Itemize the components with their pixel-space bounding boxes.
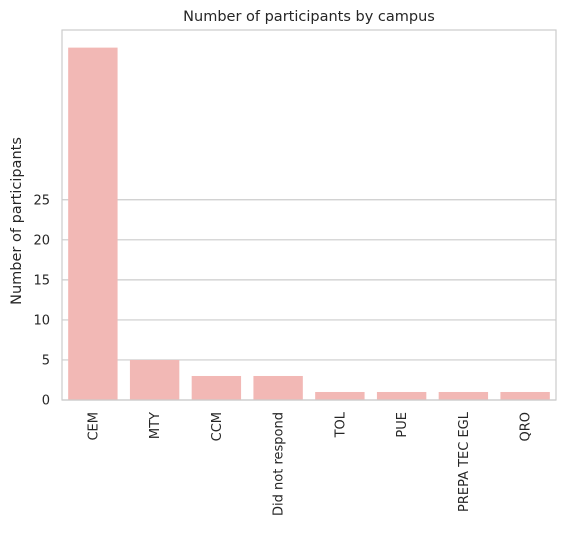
x-tick-labels: CEM MTY CCM Did not respond TOL PUE PREPA TEC … [86, 411, 533, 516]
x-tick-label: PREPA TEC EGL [457, 411, 472, 512]
bar [253, 375, 303, 400]
bar [129, 359, 180, 400]
y-tick-label: 0 [42, 394, 50, 409]
y-tick-label: 10 [33, 313, 50, 328]
y-tick-labels: 0 5 10 15 20 25 [33, 193, 50, 408]
x-tick-label: PUE [395, 412, 410, 438]
bar [68, 47, 118, 400]
bar [376, 391, 427, 400]
bar [191, 375, 242, 400]
x-tick-label: MTY [148, 412, 163, 439]
bar [438, 391, 489, 400]
bar [500, 391, 550, 400]
y-axis-label: Number of participants [9, 137, 25, 305]
plot-frame [61, 29, 557, 401]
x-tick-label: QRO [519, 412, 534, 442]
y-tick-label: 20 [33, 233, 50, 248]
chart-title: Number of participants by campus [183, 9, 435, 25]
bar [315, 391, 365, 400]
x-tick-label: CCM [210, 412, 225, 441]
x-tick-label: CEM [86, 412, 101, 441]
bars [68, 47, 550, 400]
y-tick-label: 5 [42, 353, 50, 368]
y-tick-label: 15 [33, 273, 50, 288]
y-tick-label: 25 [33, 193, 50, 208]
x-tick-label: Did not respond [272, 412, 287, 516]
x-tick-label: TOL [333, 411, 348, 438]
